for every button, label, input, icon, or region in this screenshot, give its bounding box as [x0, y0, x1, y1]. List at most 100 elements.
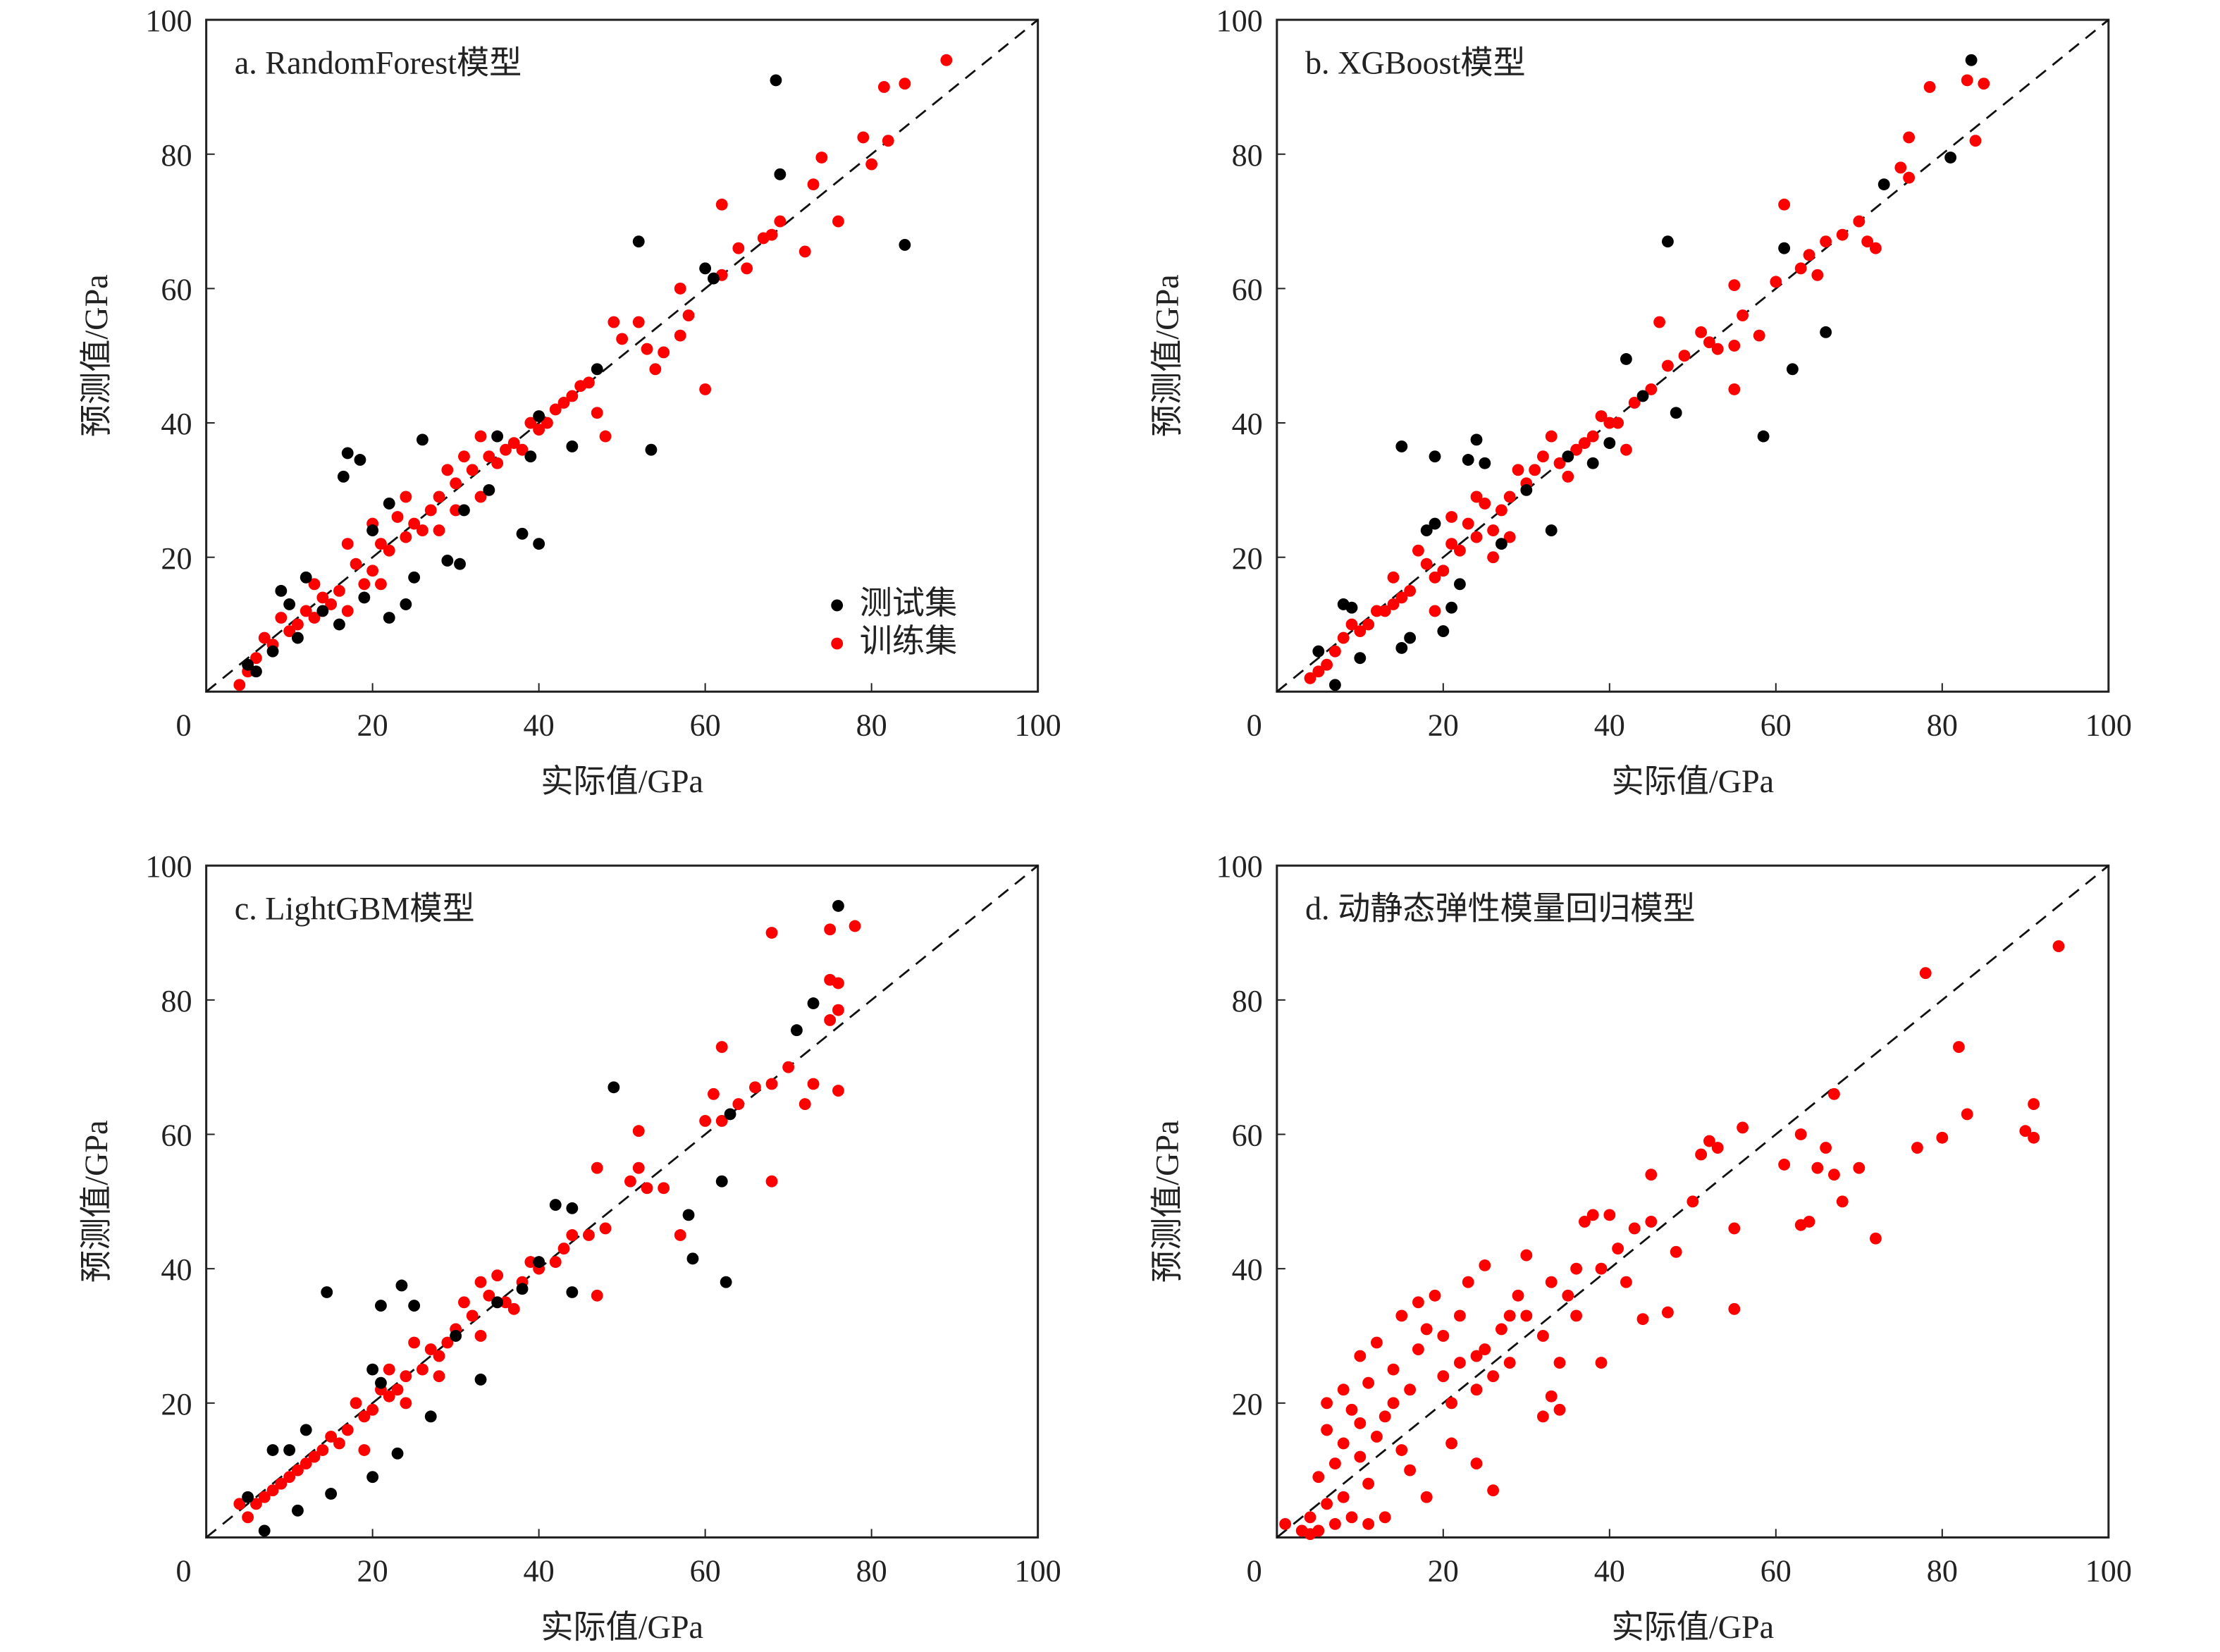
data-point: [249, 1498, 262, 1510]
y-tick-label: 20: [161, 1387, 192, 1422]
data-point: [358, 578, 371, 591]
data-point: [682, 1209, 695, 1221]
data-point: [1370, 1431, 1383, 1443]
data-point: [474, 1276, 487, 1288]
data-point: [1354, 1450, 1367, 1463]
data-point: [1479, 1259, 1491, 1271]
y-tick-label: 20: [1232, 541, 1263, 576]
data-point: [1462, 517, 1474, 530]
data-point: [608, 316, 620, 328]
data-point: [1595, 1262, 1608, 1275]
y-tick-label: 40: [161, 1252, 192, 1287]
data-point: [608, 1081, 620, 1094]
data-point: [1961, 1108, 1973, 1121]
x-tick-label: 40: [524, 1554, 555, 1589]
data-point: [1877, 178, 1890, 191]
data-point: [337, 470, 350, 483]
data-point: [1728, 1222, 1741, 1235]
data-point: [1827, 1087, 1840, 1100]
data-point: [674, 1229, 686, 1241]
data-point: [516, 443, 529, 456]
data-point: [1894, 161, 1907, 174]
data-point: [720, 1276, 732, 1288]
data-point: [454, 557, 466, 570]
data-point: [1695, 326, 1708, 338]
data-point: [1420, 1491, 1433, 1503]
x-tick-label: 60: [1760, 1554, 1792, 1589]
data-point: [591, 1161, 603, 1174]
data-point: [249, 665, 262, 678]
data-point: [632, 1125, 645, 1138]
data-point: [516, 1283, 529, 1295]
data-point: [358, 1410, 371, 1423]
y-tick-label: 60: [161, 1118, 192, 1153]
data-point: [1412, 1296, 1424, 1309]
data-point: [408, 517, 421, 530]
data-point: [774, 215, 787, 228]
data-point: [765, 1175, 778, 1188]
data-point: [433, 491, 445, 503]
panel-title: b. XGBoost模型: [1305, 44, 1526, 80]
data-point: [1965, 54, 1978, 66]
data-point: [1345, 1511, 1358, 1524]
data-point: [1803, 249, 1815, 261]
data-point: [1328, 1517, 1341, 1530]
data-point: [316, 1444, 329, 1456]
data-point: [1312, 645, 1325, 658]
data-point: [400, 1370, 412, 1383]
data-point: [699, 262, 712, 275]
data-point: [383, 1390, 395, 1403]
data-point: [1345, 601, 1358, 614]
data-point: [275, 1477, 288, 1490]
data-point: [1395, 641, 1408, 654]
data-point: [1661, 359, 1674, 372]
data-point: [765, 228, 778, 241]
data-point: [1420, 557, 1433, 570]
data-point: [1703, 336, 1715, 349]
data-point: [1412, 1343, 1424, 1355]
data-point: [1820, 235, 1832, 248]
data-point: [1778, 242, 1791, 254]
plot-frame: [1276, 18, 2110, 693]
data-point: [1794, 262, 1807, 275]
data-point: [1445, 511, 1458, 523]
data-point: [1337, 1437, 1350, 1450]
data-point: [491, 430, 504, 443]
data-point: [1420, 524, 1433, 536]
x-tick-label: 0: [1247, 708, 1262, 743]
data-point: [1695, 1148, 1708, 1161]
legend-label: 训练集: [860, 623, 957, 659]
data-point: [1354, 652, 1367, 665]
data-point: [1312, 665, 1325, 678]
data-point: [649, 363, 662, 376]
data-point: [1757, 430, 1770, 443]
data-point: [877, 80, 890, 93]
data-point: [354, 454, 366, 466]
data-point: [899, 78, 911, 90]
data-point: [316, 591, 329, 604]
data-point: [1404, 584, 1417, 597]
data-point: [466, 1309, 479, 1322]
data-point: [641, 343, 653, 355]
data-point: [325, 598, 338, 610]
data-point: [1512, 464, 1524, 476]
data-point: [408, 1300, 421, 1312]
series-test: [242, 74, 911, 678]
data-point: [1737, 309, 1749, 321]
data-point: [1620, 1276, 1632, 1288]
x-tick-label: 80: [1927, 1554, 1958, 1589]
data-point: [433, 1350, 445, 1362]
data-point: [1936, 1131, 1949, 1144]
data-point: [283, 598, 296, 610]
data-point: [383, 498, 395, 510]
data-point: [1861, 235, 1874, 248]
data-point: [433, 1370, 445, 1383]
panel-title: a. RandomForest模型: [235, 44, 522, 80]
data-point: [242, 658, 254, 671]
data-point: [1495, 1323, 1507, 1336]
data-point: [350, 557, 362, 570]
panel-title: c. LightGBM模型: [235, 890, 475, 926]
data-point: [1636, 1313, 1649, 1326]
data-point: [458, 1296, 470, 1309]
data-point: [242, 1491, 254, 1503]
